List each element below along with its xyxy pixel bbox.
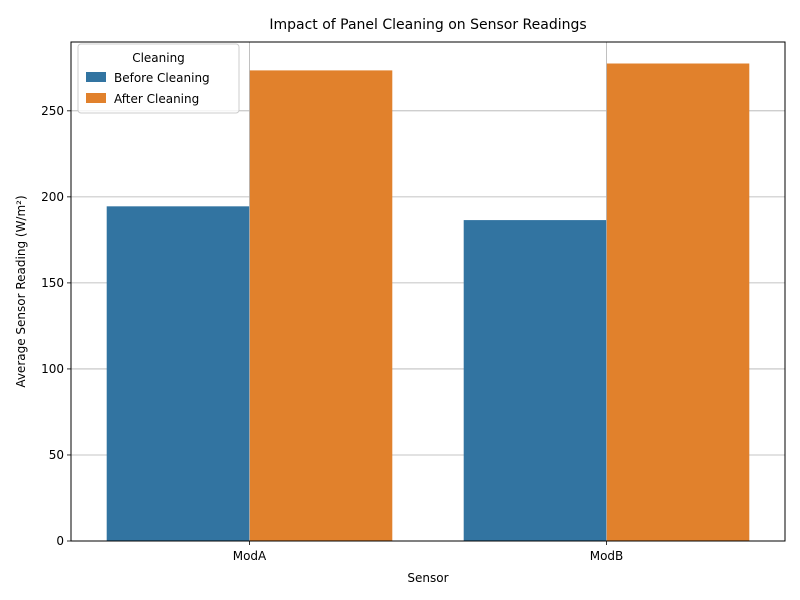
legend-title: Cleaning xyxy=(132,51,185,65)
x-tick-label: ModA xyxy=(233,549,267,563)
bar-moda-after xyxy=(249,70,393,541)
legend: Cleaning Before Cleaning After Cleaning xyxy=(77,43,240,114)
legend-label: After Cleaning xyxy=(114,92,199,106)
legend-swatch xyxy=(86,72,106,82)
ticks: 0 50 100 150 200 250 ModA ModB xyxy=(41,104,623,563)
y-tick-label: 250 xyxy=(41,104,64,118)
bar-modb-after xyxy=(606,63,750,542)
bar-moda-before xyxy=(106,206,250,541)
y-axis-label: Average Sensor Reading (W/m²) xyxy=(14,195,28,387)
chart-title: Impact of Panel Cleaning on Sensor Readi… xyxy=(269,17,586,33)
legend-box xyxy=(77,43,240,114)
y-tick-label: 50 xyxy=(49,448,64,462)
legend-items: Before Cleaning After Cleaning xyxy=(86,71,210,106)
x-grid xyxy=(249,42,607,541)
y-tick-label: 200 xyxy=(41,190,64,204)
plot-frame xyxy=(70,41,786,542)
bar-modb-before xyxy=(463,220,607,542)
bars xyxy=(106,63,750,542)
y-tick-label: 100 xyxy=(41,362,64,376)
legend-label: Before Cleaning xyxy=(114,71,210,85)
y-tick-label: 0 xyxy=(56,534,64,548)
legend-swatch xyxy=(86,93,106,103)
x-tick-label: ModB xyxy=(590,549,624,563)
y-tick-label: 150 xyxy=(41,276,64,290)
x-axis-label: Sensor xyxy=(407,571,448,585)
